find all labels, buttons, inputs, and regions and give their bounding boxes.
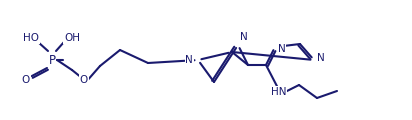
Text: N: N [278,44,286,54]
Text: HO: HO [23,33,39,43]
Text: O: O [22,75,30,85]
Text: N: N [185,55,193,65]
Text: N: N [317,53,325,63]
Text: N: N [240,32,248,42]
Text: HN: HN [271,87,287,97]
Text: P: P [49,54,56,66]
Text: O: O [80,75,88,85]
Text: OH: OH [64,33,80,43]
